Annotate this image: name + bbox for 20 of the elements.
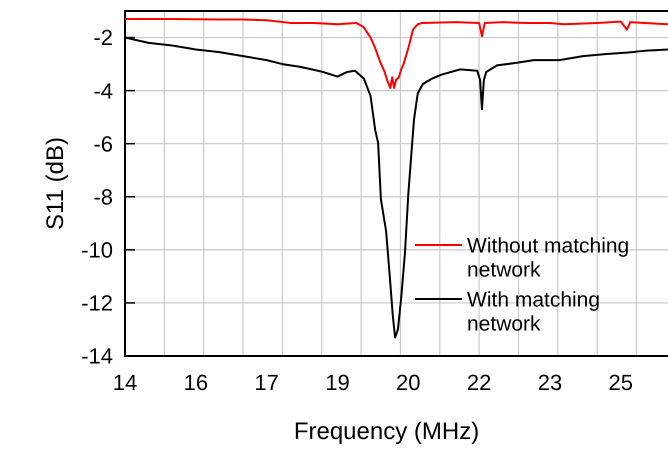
x-tick-label: 22 xyxy=(466,370,492,395)
line-series xyxy=(124,18,668,89)
y-tick-label: -4 xyxy=(93,78,113,104)
y-tick-label: -14 xyxy=(81,344,113,369)
x-tick-label: 25 xyxy=(608,370,634,395)
x-tick-label: 14 xyxy=(112,370,138,395)
y-tick-label: -6 xyxy=(93,131,113,156)
x-tick-label: 16 xyxy=(184,370,208,395)
y-tick-label: -2 xyxy=(93,25,113,50)
x-tick-label: 17 xyxy=(254,370,279,395)
y-axis-title: S11 (dB) xyxy=(42,137,69,230)
legend-label: With matching network xyxy=(467,288,600,336)
x-axis-title: Frequency (MHz) xyxy=(294,418,480,445)
x-tick-label: 19 xyxy=(325,370,350,395)
legend-label: Without matching network xyxy=(467,234,630,282)
x-tick-label: 23 xyxy=(538,370,562,395)
y-tick-label: -12 xyxy=(81,290,113,316)
y-tick-label: -10 xyxy=(81,238,113,263)
y-tick-label: -8 xyxy=(93,184,113,210)
x-tick-label: 20 xyxy=(396,370,421,395)
